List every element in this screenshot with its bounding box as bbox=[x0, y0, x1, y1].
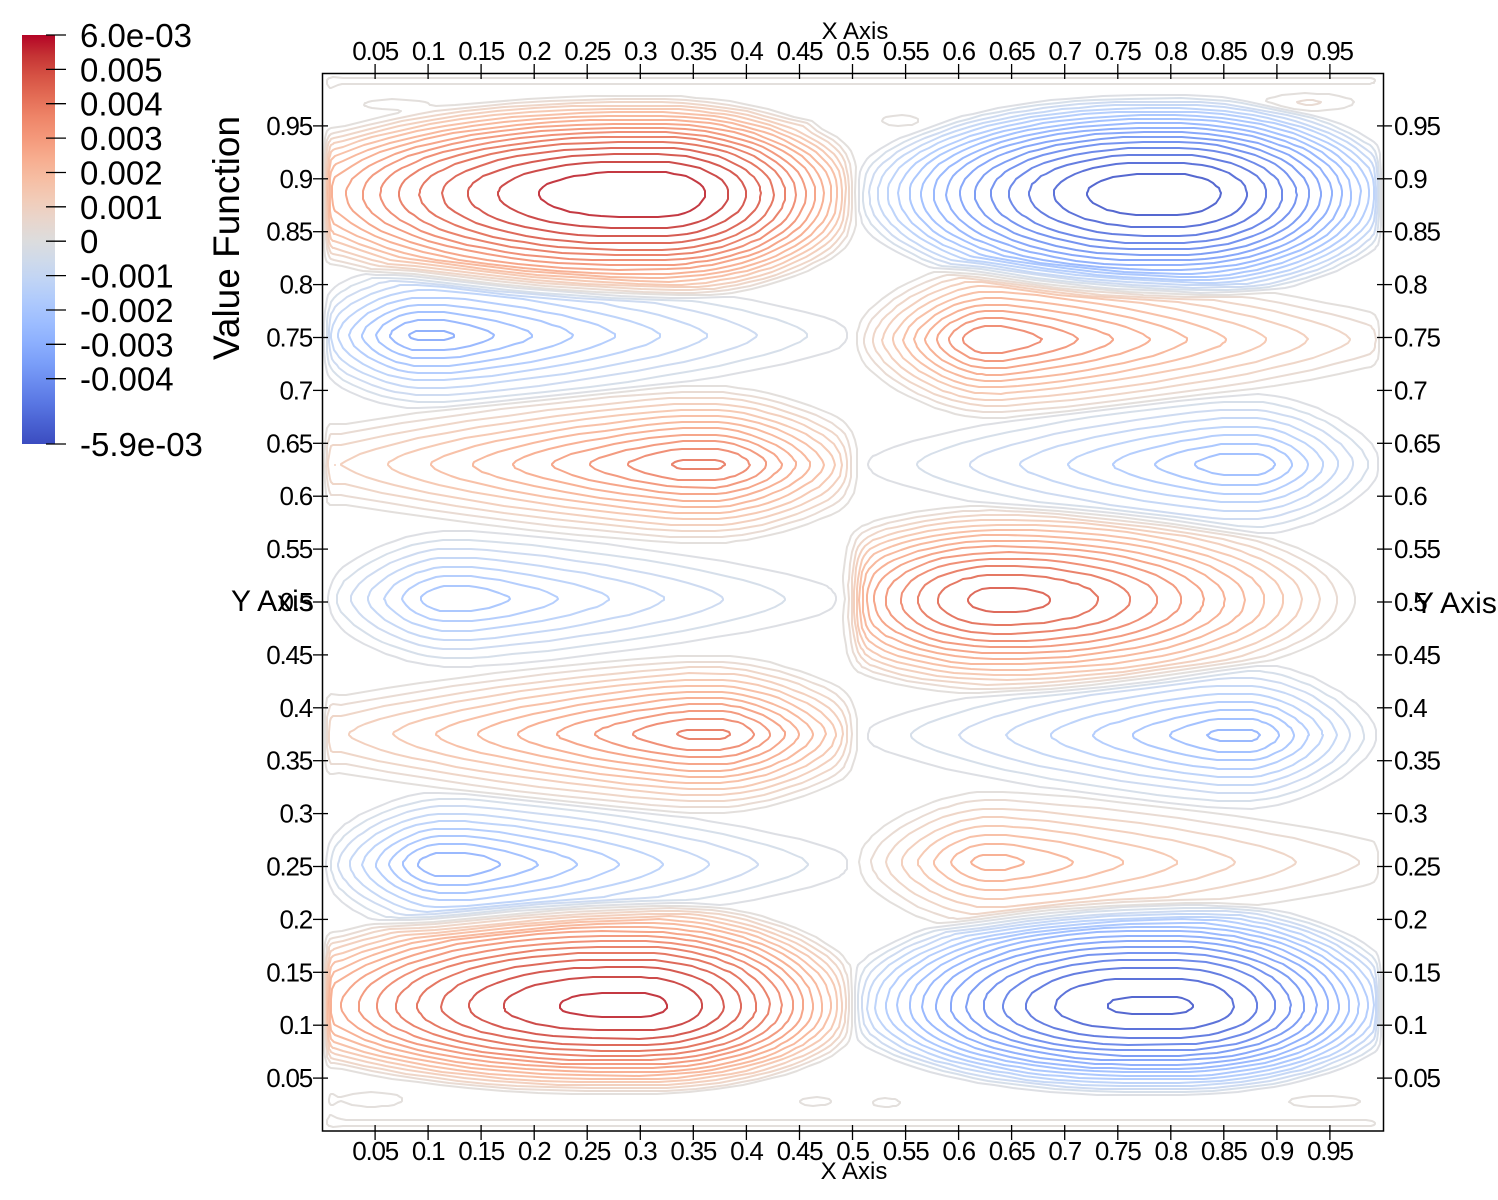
svg-text:0.3: 0.3 bbox=[1394, 799, 1427, 829]
svg-text:0.005: 0.005 bbox=[80, 51, 163, 88]
svg-text:0.9: 0.9 bbox=[1261, 1136, 1294, 1166]
svg-text:-5.9e-03: -5.9e-03 bbox=[80, 426, 203, 463]
svg-text:0.4: 0.4 bbox=[730, 1136, 763, 1166]
svg-text:0.45: 0.45 bbox=[777, 1136, 824, 1166]
svg-text:0.4: 0.4 bbox=[1394, 693, 1427, 723]
svg-text:0.3: 0.3 bbox=[624, 36, 657, 66]
svg-text:-0.001: -0.001 bbox=[80, 258, 174, 295]
svg-text:0.4: 0.4 bbox=[279, 693, 312, 723]
svg-text:0.8: 0.8 bbox=[279, 270, 312, 300]
svg-text:0.003: 0.003 bbox=[80, 120, 163, 157]
svg-text:0.05: 0.05 bbox=[1394, 1063, 1441, 1093]
svg-text:0.1: 0.1 bbox=[1394, 1010, 1427, 1040]
svg-text:0.5: 0.5 bbox=[836, 1136, 869, 1166]
svg-text:0.35: 0.35 bbox=[266, 746, 313, 776]
svg-text:0.25: 0.25 bbox=[266, 852, 313, 882]
svg-text:0.95: 0.95 bbox=[1307, 1136, 1354, 1166]
svg-text:0.95: 0.95 bbox=[1394, 111, 1441, 141]
svg-text:6.0e-03: 6.0e-03 bbox=[80, 17, 192, 54]
svg-text:0.35: 0.35 bbox=[1394, 746, 1441, 776]
svg-text:0.2: 0.2 bbox=[279, 904, 312, 934]
svg-text:0.9: 0.9 bbox=[279, 164, 312, 194]
svg-text:0.65: 0.65 bbox=[989, 36, 1036, 66]
svg-text:0.75: 0.75 bbox=[1095, 1136, 1142, 1166]
svg-text:0.45: 0.45 bbox=[1394, 640, 1441, 670]
svg-text:0.05: 0.05 bbox=[266, 1063, 313, 1093]
svg-text:0.1: 0.1 bbox=[279, 1010, 312, 1040]
svg-text:0.004: 0.004 bbox=[80, 86, 163, 123]
svg-text:0.75: 0.75 bbox=[1095, 36, 1142, 66]
svg-text:0.35: 0.35 bbox=[670, 36, 717, 66]
svg-text:0.6: 0.6 bbox=[279, 481, 312, 511]
svg-text:0.2: 0.2 bbox=[1394, 904, 1427, 934]
svg-text:0.7: 0.7 bbox=[1394, 375, 1427, 405]
svg-text:X Axis: X Axis bbox=[821, 1158, 888, 1185]
svg-text:0.002: 0.002 bbox=[80, 155, 163, 192]
svg-text:0.8: 0.8 bbox=[1394, 270, 1427, 300]
svg-text:0.75: 0.75 bbox=[1394, 323, 1441, 353]
svg-text:0.65: 0.65 bbox=[1394, 428, 1441, 458]
svg-text:0.55: 0.55 bbox=[266, 534, 313, 564]
svg-text:0.65: 0.65 bbox=[989, 1136, 1036, 1166]
svg-text:0.001: 0.001 bbox=[80, 189, 163, 226]
svg-text:0.6: 0.6 bbox=[1394, 481, 1427, 511]
svg-text:0.75: 0.75 bbox=[266, 323, 313, 353]
svg-text:0.65: 0.65 bbox=[266, 428, 313, 458]
svg-text:0.9: 0.9 bbox=[1394, 164, 1427, 194]
svg-text:0.8: 0.8 bbox=[1155, 36, 1188, 66]
svg-text:0.55: 0.55 bbox=[883, 1136, 930, 1166]
svg-text:0.55: 0.55 bbox=[1394, 534, 1441, 564]
svg-text:0.15: 0.15 bbox=[458, 1136, 505, 1166]
svg-text:0.15: 0.15 bbox=[1394, 957, 1441, 987]
svg-text:0.5: 0.5 bbox=[836, 36, 869, 66]
svg-text:0.25: 0.25 bbox=[564, 36, 611, 66]
svg-text:0.2: 0.2 bbox=[518, 1136, 551, 1166]
svg-text:0.5: 0.5 bbox=[279, 587, 312, 617]
svg-text:0.85: 0.85 bbox=[1394, 217, 1441, 247]
svg-text:Y Axis: Y Axis bbox=[1414, 587, 1497, 620]
svg-text:0.1: 0.1 bbox=[412, 36, 445, 66]
svg-text:-0.004: -0.004 bbox=[80, 361, 174, 398]
svg-text:0.7: 0.7 bbox=[279, 375, 312, 405]
svg-text:0.05: 0.05 bbox=[352, 1136, 399, 1166]
svg-text:0: 0 bbox=[80, 223, 98, 260]
svg-text:0.1: 0.1 bbox=[412, 1136, 445, 1166]
svg-text:0.9: 0.9 bbox=[1261, 36, 1294, 66]
svg-text:-0.003: -0.003 bbox=[80, 326, 174, 363]
svg-text:0.55: 0.55 bbox=[883, 36, 930, 66]
svg-text:Y Axis: Y Axis bbox=[231, 585, 314, 618]
svg-text:0.3: 0.3 bbox=[279, 799, 312, 829]
svg-text:0.85: 0.85 bbox=[266, 217, 313, 247]
svg-text:0.3: 0.3 bbox=[624, 1136, 657, 1166]
svg-text:0.25: 0.25 bbox=[1394, 852, 1441, 882]
svg-text:0.05: 0.05 bbox=[352, 36, 399, 66]
svg-text:0.7: 0.7 bbox=[1048, 1136, 1081, 1166]
svg-text:0.25: 0.25 bbox=[564, 1136, 611, 1166]
svg-text:Value Function: Value Function bbox=[206, 116, 247, 360]
svg-text:0.85: 0.85 bbox=[1201, 1136, 1248, 1166]
svg-text:0.6: 0.6 bbox=[942, 1136, 975, 1166]
svg-text:0.15: 0.15 bbox=[266, 957, 313, 987]
svg-text:0.2: 0.2 bbox=[518, 36, 551, 66]
svg-text:0.8: 0.8 bbox=[1155, 1136, 1188, 1166]
svg-text:0.15: 0.15 bbox=[458, 36, 505, 66]
svg-text:0.45: 0.45 bbox=[266, 640, 313, 670]
svg-text:0.5: 0.5 bbox=[1394, 587, 1427, 617]
svg-text:0.6: 0.6 bbox=[942, 36, 975, 66]
svg-text:0.7: 0.7 bbox=[1048, 36, 1081, 66]
svg-text:0.45: 0.45 bbox=[777, 36, 824, 66]
svg-text:0.35: 0.35 bbox=[670, 1136, 717, 1166]
svg-text:0.85: 0.85 bbox=[1201, 36, 1248, 66]
svg-text:0.95: 0.95 bbox=[1307, 36, 1354, 66]
svg-text:-0.002: -0.002 bbox=[80, 292, 174, 329]
svg-text:0.95: 0.95 bbox=[266, 111, 313, 141]
svg-text:0.4: 0.4 bbox=[730, 36, 763, 66]
svg-text:X Axis: X Axis bbox=[822, 18, 889, 45]
